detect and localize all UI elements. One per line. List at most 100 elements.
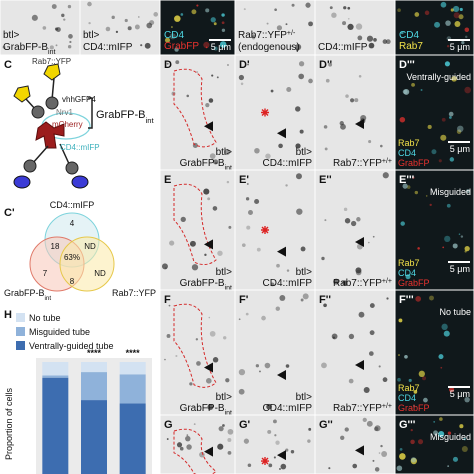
micrograph-speck: [255, 364, 260, 368]
panel-label: E''': [399, 174, 415, 186]
micrograph-speck: [238, 318, 241, 321]
micrograph-speck: [175, 354, 178, 358]
micrograph-speck: [321, 256, 325, 261]
micrograph-speck: [429, 203, 432, 207]
construct-label: Nrv1: [56, 108, 73, 117]
genotype-label: btl>: [3, 30, 20, 41]
micrograph-speck: [295, 106, 301, 112]
micrograph-speck: [63, 18, 66, 21]
micrograph-speck: [166, 62, 169, 65]
micrograph-speck: [434, 21, 441, 28]
micrograph-merge: [394, 289, 474, 416]
channel-label: Rab7: [398, 138, 420, 148]
significance: ****: [87, 348, 102, 358]
micrograph-speck: [396, 465, 403, 472]
micrograph-speck: [429, 295, 434, 301]
legend-label: Ventrally-guided tube: [29, 341, 114, 351]
micrograph-speck: [208, 98, 214, 103]
genotype-label: Rab7::YFP: [333, 403, 382, 414]
micrograph-speck: [205, 8, 210, 13]
scale-label: 5 μm: [450, 144, 470, 154]
micrograph-speck: [166, 438, 169, 440]
genotype-label-subscript: int: [48, 49, 55, 56]
bar-segment: [81, 372, 107, 401]
micrograph-speck: [461, 446, 468, 453]
genotype-label: btl>: [216, 267, 233, 278]
genotype-label: btl>: [216, 392, 233, 403]
genotype-label: btl>: [216, 147, 233, 158]
micrograph-speck: [420, 89, 423, 92]
micrograph-speck: [285, 184, 288, 187]
micrograph-speck: [449, 157, 455, 162]
micrograph-speck: [238, 74, 245, 81]
panel-label: E''': [399, 174, 415, 186]
micrograph-speck: [2, 45, 6, 49]
micrograph-speck: [380, 144, 383, 148]
arrowhead: [355, 360, 364, 370]
asterisk: [261, 108, 269, 117]
micrograph-speck: [223, 336, 227, 340]
micrograph-speck: [207, 404, 214, 411]
micrograph-speck: [218, 426, 224, 432]
micrograph-speck: [273, 419, 277, 424]
micrograph-speck: [308, 427, 312, 431]
micrograph-speck: [381, 451, 388, 457]
micrograph-speck: [186, 444, 192, 450]
micrograph-speck: [444, 61, 450, 67]
venn-value: ND: [84, 242, 96, 251]
micrograph-speck: [452, 243, 458, 249]
micrograph-speck: [300, 246, 306, 252]
phenotype-label: Ventrally-guided: [406, 72, 471, 82]
construct-label: Rab7::YFP: [32, 57, 71, 66]
construct-label: vhhGFP4: [62, 95, 96, 104]
micrograph-speck: [331, 12, 337, 18]
micrograph-speck: [410, 439, 415, 445]
panel-label: F': [239, 294, 249, 306]
genotype-label: GrabFP-Bint: [180, 403, 232, 417]
micrograph-speck: [212, 206, 218, 211]
micrograph-speck: [362, 417, 367, 422]
micrograph-speck: [380, 444, 383, 448]
genotype-label: btl>: [296, 392, 313, 403]
channel-label: Rab7: [398, 258, 420, 268]
micrograph-speck: [458, 14, 464, 20]
set-label: GrabFP-Bint: [4, 288, 51, 302]
micrograph-speck: [199, 451, 205, 458]
micrograph-speck: [417, 439, 424, 445]
panel-label: E'': [319, 174, 332, 186]
micrograph-speck: [397, 8, 401, 12]
micrograph-speck: [31, 14, 38, 21]
micrograph-speck: [459, 424, 464, 429]
genotype-label-subscript: int: [225, 410, 232, 417]
micrograph-merge: [394, 169, 474, 291]
micrograph-speck: [446, 44, 450, 48]
arrowhead: [204, 239, 213, 250]
micrograph-speck: [254, 148, 260, 154]
micrograph-speck: [247, 63, 249, 66]
micrograph-speck: [137, 16, 140, 18]
micrograph-speck: [418, 370, 425, 377]
micrograph-speck: [149, 20, 155, 26]
genotype-label-subscript: int: [225, 285, 232, 292]
micrograph-speck: [324, 219, 327, 222]
micrograph-speck: [427, 124, 432, 130]
set-label-subscript: int: [45, 295, 52, 302]
legend-swatch: [16, 327, 25, 336]
scale-label: 5 μm: [450, 264, 470, 274]
genotype-label: Rab7::YFP: [333, 158, 382, 169]
genotype-label: Rab7::YFP+/+: [333, 278, 392, 290]
micrograph-speck: [405, 274, 411, 280]
micrograph-speck: [350, 98, 355, 103]
channel-label: GrabFP: [398, 158, 430, 168]
channel-label: CD4: [399, 30, 419, 41]
micrograph-speck: [454, 21, 461, 27]
micrograph-speck: [400, 221, 405, 226]
micrograph-speck: [270, 282, 275, 287]
panel-label: G'': [319, 419, 333, 431]
micrograph-speck: [347, 6, 351, 10]
micrograph-speck: [404, 354, 408, 359]
genotype-label-superscript: +/+: [382, 278, 392, 285]
micrograph-speck: [195, 338, 199, 341]
micrograph-speck: [448, 116, 452, 119]
venn-value: 4: [70, 219, 75, 228]
